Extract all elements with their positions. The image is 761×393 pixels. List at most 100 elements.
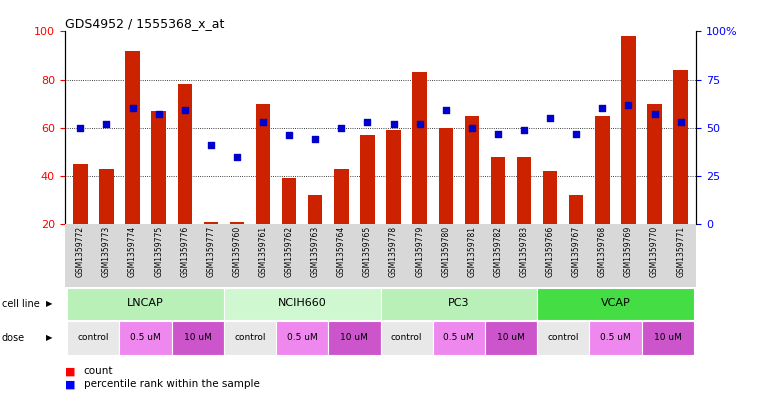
Text: GSM1359779: GSM1359779 bbox=[416, 226, 424, 277]
Text: GSM1359766: GSM1359766 bbox=[546, 226, 555, 277]
Bar bbox=[204, 222, 218, 272]
Bar bbox=[537, 288, 694, 320]
Text: VCAP: VCAP bbox=[600, 298, 630, 308]
Point bbox=[597, 105, 609, 112]
Bar bbox=[224, 288, 380, 320]
Text: GSM1359777: GSM1359777 bbox=[206, 226, 215, 277]
Point bbox=[283, 132, 295, 139]
Bar bbox=[151, 111, 166, 272]
Text: control: control bbox=[234, 333, 266, 342]
Point bbox=[466, 125, 478, 131]
Text: GSM1359762: GSM1359762 bbox=[285, 226, 294, 277]
Bar bbox=[648, 104, 662, 272]
Text: percentile rank within the sample: percentile rank within the sample bbox=[84, 379, 260, 389]
Text: control: control bbox=[78, 333, 109, 342]
Text: GSM1359760: GSM1359760 bbox=[232, 226, 241, 277]
Text: LNCAP: LNCAP bbox=[127, 298, 164, 308]
Text: GSM1359765: GSM1359765 bbox=[363, 226, 372, 277]
Point bbox=[126, 105, 139, 112]
Text: dose: dose bbox=[2, 333, 24, 343]
Text: PC3: PC3 bbox=[448, 298, 470, 308]
Text: GSM1359763: GSM1359763 bbox=[310, 226, 320, 277]
Bar bbox=[73, 164, 88, 272]
Bar bbox=[126, 51, 140, 272]
Bar bbox=[433, 321, 485, 355]
Text: ■: ■ bbox=[65, 366, 75, 376]
Text: GSM1359761: GSM1359761 bbox=[259, 226, 268, 277]
Text: 0.5 uM: 0.5 uM bbox=[130, 333, 161, 342]
Text: GDS4952 / 1555368_x_at: GDS4952 / 1555368_x_at bbox=[65, 17, 224, 30]
Text: GSM1359772: GSM1359772 bbox=[76, 226, 84, 277]
Point bbox=[518, 127, 530, 133]
Bar bbox=[491, 156, 505, 272]
Bar bbox=[256, 104, 270, 272]
Text: 0.5 uM: 0.5 uM bbox=[444, 333, 474, 342]
Bar bbox=[543, 171, 557, 272]
Bar bbox=[224, 321, 276, 355]
Bar bbox=[119, 321, 172, 355]
Bar bbox=[569, 195, 584, 272]
Bar bbox=[67, 321, 119, 355]
Bar bbox=[621, 36, 635, 272]
Bar bbox=[595, 116, 610, 272]
Point bbox=[648, 111, 661, 118]
Text: 10 uM: 10 uM bbox=[184, 333, 212, 342]
Text: ▶: ▶ bbox=[46, 334, 53, 342]
Bar bbox=[642, 321, 694, 355]
Bar bbox=[589, 321, 642, 355]
Point bbox=[257, 119, 269, 125]
Bar bbox=[282, 178, 296, 272]
Text: GSM1359773: GSM1359773 bbox=[102, 226, 111, 277]
Point bbox=[152, 111, 164, 118]
Point bbox=[336, 125, 348, 131]
Text: GSM1359778: GSM1359778 bbox=[389, 226, 398, 277]
Text: ▶: ▶ bbox=[46, 299, 53, 308]
Text: NCIH660: NCIH660 bbox=[278, 298, 326, 308]
Bar bbox=[438, 128, 453, 272]
Point bbox=[622, 101, 635, 108]
Bar bbox=[99, 169, 113, 272]
Bar bbox=[412, 72, 427, 272]
Point bbox=[100, 121, 113, 127]
Point bbox=[205, 142, 217, 148]
Bar bbox=[673, 70, 688, 272]
Text: GSM1359769: GSM1359769 bbox=[624, 226, 633, 277]
Text: 10 uM: 10 uM bbox=[497, 333, 525, 342]
Text: GSM1359781: GSM1359781 bbox=[467, 226, 476, 277]
Text: 10 uM: 10 uM bbox=[340, 333, 368, 342]
Text: 10 uM: 10 uM bbox=[654, 333, 682, 342]
Point bbox=[75, 125, 87, 131]
Text: GSM1359780: GSM1359780 bbox=[441, 226, 451, 277]
Text: GSM1359764: GSM1359764 bbox=[337, 226, 345, 277]
Point bbox=[387, 121, 400, 127]
Point bbox=[231, 153, 243, 160]
Point bbox=[674, 119, 686, 125]
Point bbox=[544, 115, 556, 121]
Bar bbox=[230, 222, 244, 272]
Bar bbox=[328, 321, 380, 355]
Bar bbox=[485, 321, 537, 355]
Text: GSM1359768: GSM1359768 bbox=[598, 226, 607, 277]
Bar bbox=[308, 195, 323, 272]
Text: GSM1359770: GSM1359770 bbox=[650, 226, 659, 277]
Text: GSM1359783: GSM1359783 bbox=[520, 226, 529, 277]
Point bbox=[492, 130, 504, 137]
Bar bbox=[387, 130, 401, 272]
Text: 0.5 uM: 0.5 uM bbox=[287, 333, 317, 342]
Point bbox=[413, 121, 425, 127]
Text: GSM1359774: GSM1359774 bbox=[128, 226, 137, 277]
Point bbox=[179, 107, 191, 114]
Text: GSM1359771: GSM1359771 bbox=[677, 226, 685, 277]
Point bbox=[309, 136, 321, 142]
Bar bbox=[276, 321, 328, 355]
Bar bbox=[380, 288, 537, 320]
Bar bbox=[380, 321, 433, 355]
Point bbox=[440, 107, 452, 114]
Text: GSM1359782: GSM1359782 bbox=[493, 226, 502, 277]
Point bbox=[570, 130, 582, 137]
Text: GSM1359767: GSM1359767 bbox=[572, 226, 581, 277]
Bar bbox=[360, 135, 374, 272]
Bar bbox=[172, 321, 224, 355]
Text: 0.5 uM: 0.5 uM bbox=[600, 333, 631, 342]
Bar bbox=[67, 288, 224, 320]
